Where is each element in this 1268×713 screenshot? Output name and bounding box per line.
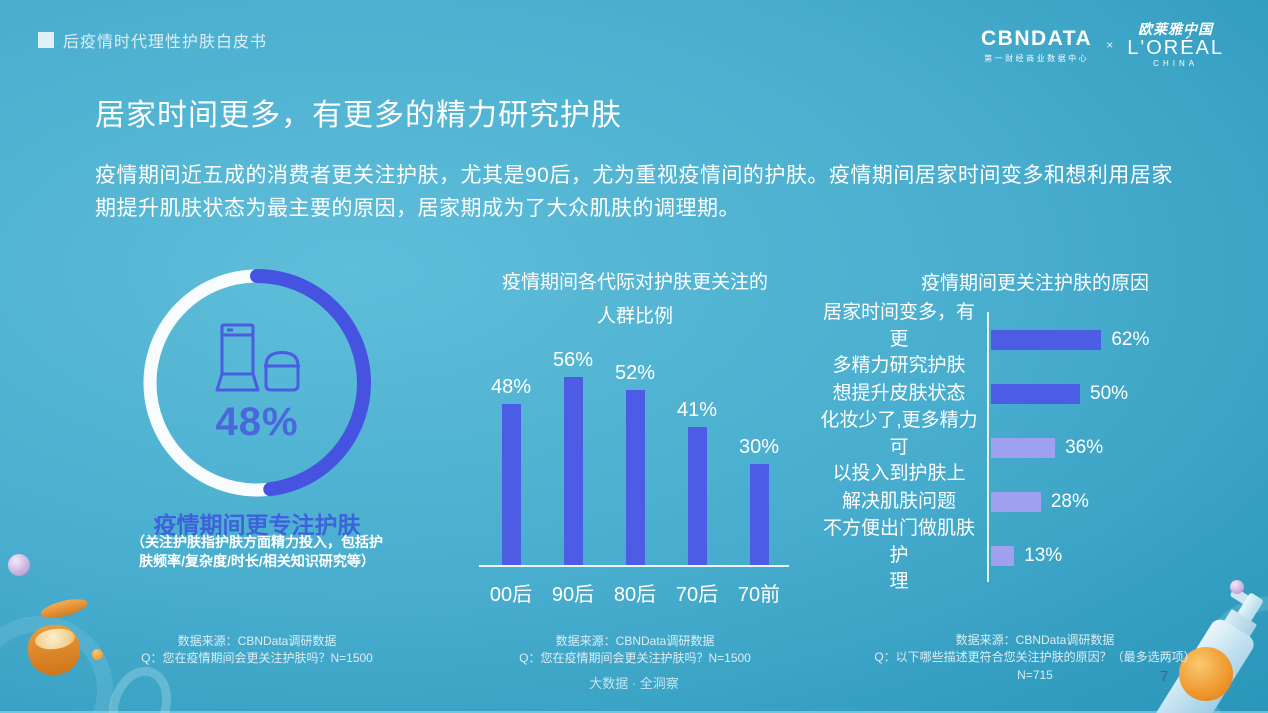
header: 后疫情时代理性护肤白皮书 [38,28,267,52]
decor-lavender-sphere-right [1230,580,1244,594]
hbar-value-label: 50% [1090,383,1129,404]
donut-center-value: 48% [215,400,299,444]
hbar [991,492,1041,512]
loreal-logo-text: L'ORÉAL [1127,36,1224,59]
bar-column: 41% [666,399,728,565]
bar-chart-axis [479,565,789,567]
bar [687,427,707,565]
bar-value-label: 52% [614,362,656,385]
slide-description: 疫情期间近五成的消费者更关注护肤，尤其是90后，尤为重视疫情间的护肤。疫情期间居… [95,164,1173,220]
hbar-track: 50% [991,383,1128,405]
hbar [991,438,1056,458]
bar-category-label: 90后 [551,584,595,606]
cbndata-logo: CBNDATA 第一财经商业数据中心 [981,27,1092,64]
donut-note: （关注护肤指护肤方面精力投入，包括护 肤频率/复杂度/时长/相关知识研究等） [131,534,383,569]
bar-category-label: 70前 [737,584,781,606]
loreal-china-script: 欧莱雅中国 [1138,21,1214,37]
hbar-category-label: 解决肌肤问题 [841,490,956,512]
page-number: 7 [1160,668,1169,685]
hbar-row: 化妆少了,更多精力可 以投入到护肤上 36% [820,410,1240,484]
hbar-track: 13% [991,545,1062,567]
decor-orange-sphere-right [1179,647,1233,701]
bar-chart-title: 疫情期间各代际对护肤更关注的 人群比例 [501,272,768,328]
cosmetics-icon [215,323,300,392]
bar [625,390,645,565]
hbar [991,384,1080,404]
hbar [991,546,1015,566]
hbar-row: 想提升皮肤状态 50% [820,367,1240,421]
bar-value-label: 48% [490,375,532,398]
hbar-track: 62% [991,329,1149,351]
logo-separator-x: × [1106,38,1114,53]
bar-column: 48% [480,376,542,565]
decor-lavender-sphere-left [8,554,30,576]
cbndata-logo-text: CBNDATA [981,26,1093,50]
hbar-category-label: 不方便出门做肌肤护 理 [822,518,975,593]
bar-chart-categories: 00后 90后 80后 70后 70前 [480,578,790,607]
bar-value-label: 30% [738,436,780,459]
watermark: 大数据 · 全洞察 [589,676,679,691]
hbar-chart-axis [987,312,989,582]
donut-chart [143,269,371,497]
document-title: 后疫情时代理性护肤白皮书 [63,34,268,51]
loreal-logo: 欧莱雅中国 L'ORÉAL CHINA [1127,22,1224,68]
hbar-value-label: 13% [1024,545,1063,566]
page-title: 居家时间更多，有更多的精力研究护肤 [95,99,622,132]
hbar-track: 36% [991,437,1103,459]
hbar [991,330,1102,350]
bar-column: 30% [728,436,790,565]
hbar-rows: 居家时间变多，有更 多精力研究护肤 62% 想提升皮肤状态 50% 化妆少了,更多精力可… [820,302,1240,592]
hbar-category-label: 想提升皮肤状态 [832,382,966,404]
hbar-value-label: 62% [1111,329,1150,350]
decor-orange-ball-left [92,649,103,660]
hbar-category-label: 化妆少了,更多精力可 以投入到护肤上 [820,410,978,485]
cbndata-logo-subtitle: 第一财经商业数据中心 [984,53,1090,63]
hbar-value-label: 36% [1065,437,1104,458]
source-note-right: 数据来源：CBNData调研数据 Q：以下哪些描述更符合您关注护肤的原因？（最多… [874,633,1196,682]
hbar-chart-title: 疫情期间更关注护肤的原因 [920,273,1149,294]
donut-caption: 疫情期间更专注护肤 [153,512,361,538]
decor-jar-lid [38,595,90,622]
hbar-track: 28% [991,491,1089,513]
bar [749,464,769,565]
hbar-value-label: 28% [1050,491,1089,512]
bar-category-label: 00后 [489,584,533,606]
source-note-middle: 数据来源：CBNData调研数据 Q：您在疫情期间会更关注护肤吗？N=1500 [519,634,751,666]
source-note-left: 数据来源：CBNData调研数据 Q：您在疫情期间会更关注护肤吗？N=1500 [141,634,373,666]
bar-category-label: 70后 [675,584,719,606]
square-bullet-icon [38,32,54,48]
loreal-logo-subtitle: CHINA [1153,58,1199,68]
bar-column: 52% [604,362,666,565]
hbar-row: 居家时间变多，有更 多精力研究护肤 62% [820,302,1240,376]
bar-chart-columns: 48% 56% 52% 41% 30% [480,348,790,565]
bar-column: 56% [542,349,604,565]
bar-value-label: 41% [676,399,718,422]
hbar-row: 不方便出门做肌肤护 理 13% [820,518,1240,592]
hbar-category-label: 居家时间变多，有更 多精力研究护肤 [822,302,975,377]
logo-group: CBNDATA 第一财经商业数据中心 × 欧莱雅中国 L'ORÉAL CHINA [981,22,1224,68]
bar-value-label: 56% [552,348,594,371]
hbar-row: 解决肌肤问题 28% [820,475,1240,529]
bar-category-label: 80后 [613,584,657,606]
bar [501,403,521,565]
donut-arc [143,269,371,497]
bar [563,376,583,565]
